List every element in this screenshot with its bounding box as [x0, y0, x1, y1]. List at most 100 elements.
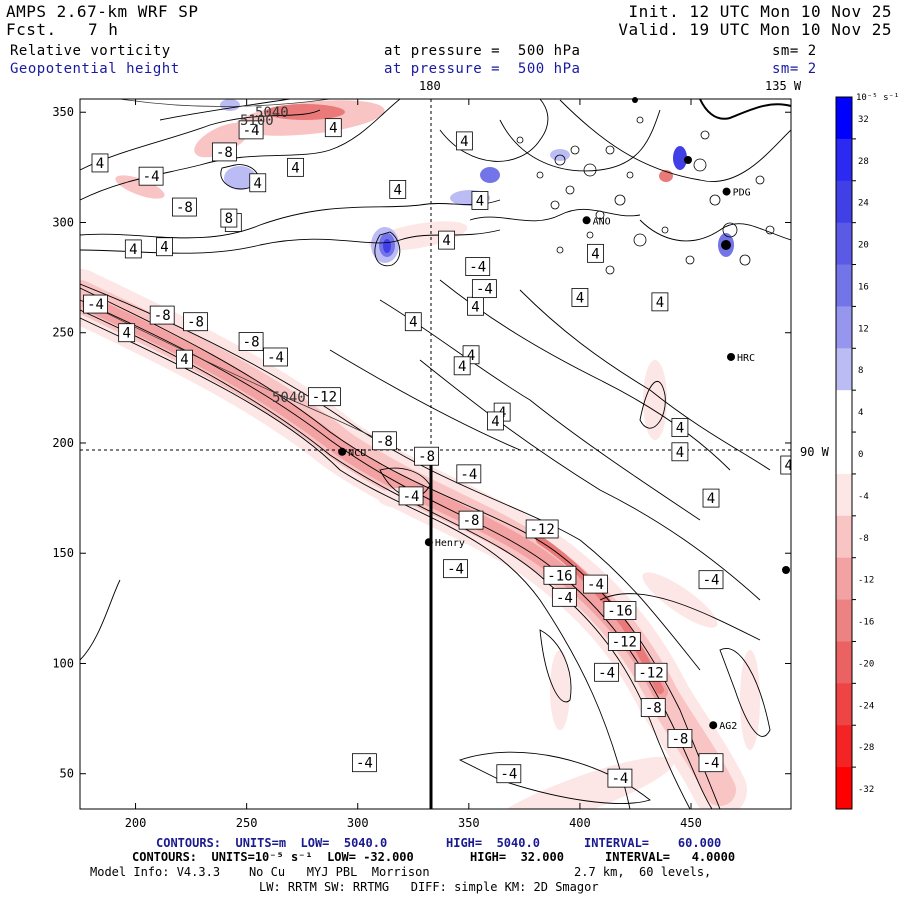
contour-label-text: -4 [267, 350, 284, 366]
station-marker [727, 352, 736, 361]
vorticity-contour-28 [469, 208, 641, 222]
contour-label-box [667, 729, 693, 748]
noise-contour-8 [586, 231, 594, 239]
x-tick-label: 200 [125, 816, 147, 830]
contour-label: 4 [702, 488, 720, 508]
y-tick-label: 250 [52, 326, 74, 340]
contour-label-box [671, 442, 689, 462]
height-contour-top [119, 99, 331, 107]
vorticity-contour-21 [458, 751, 651, 804]
colorbar-segment [836, 348, 852, 391]
contour-label: 4 [671, 418, 689, 437]
contour-label-text: -4 [500, 767, 517, 783]
vorticity-contour-13 [80, 99, 401, 201]
contour-label: -4 [471, 279, 497, 299]
contour-label-box [471, 279, 497, 299]
contour-label-text: -4 [611, 771, 628, 787]
contour-label: 4 [587, 243, 604, 263]
positive-vorticity-blob-ne [480, 167, 500, 183]
station-marker-top [632, 97, 638, 103]
noise-contour-25 [556, 246, 564, 254]
field1-name: Relative vorticity [10, 43, 171, 59]
footer-physics: LW: RRTM SW: RRTMG DIFF: simple KM: 2D S… [259, 880, 599, 894]
vorticity-contour-14 [80, 109, 321, 171]
colorbar-tick-label: -12 [858, 576, 874, 586]
contour-label-box [651, 292, 669, 312]
colorbar-segment [836, 222, 852, 266]
contour-label-box [83, 294, 108, 314]
contour-label-box [458, 510, 484, 530]
vorticity-contour-3 [80, 309, 691, 809]
contour-label-box [308, 387, 341, 407]
contour-label: 4 [467, 296, 484, 316]
colorbar-segment [836, 725, 852, 768]
contour-label: -4 [607, 768, 633, 788]
contour-label-text: -4 [87, 297, 104, 313]
noise-contour-3 [583, 163, 597, 177]
noise-contour-22 [636, 116, 644, 124]
contour-label: -4 [83, 294, 108, 314]
contour-label-box [698, 570, 724, 590]
contour-label-box [487, 411, 504, 431]
station-label: NCU [348, 448, 366, 459]
contour-label-text: 4 [460, 134, 468, 150]
footer-vorticity-contours: CONTOURS: UNITS=10⁻⁵ s⁻¹ LOW= -32.000 [132, 850, 414, 864]
station-label: HRC [737, 353, 755, 364]
init-time: Init. 12 UTC Mon 10 Nov 25 [628, 2, 892, 21]
station-label: PDG [733, 188, 751, 199]
contour-label-text: -8 [243, 335, 260, 351]
longitude-135w-label: 135 W [765, 79, 802, 93]
contour-label: 4 [118, 323, 136, 343]
x-tick-label: 450 [680, 816, 702, 830]
contour-label-text: 4 [467, 348, 475, 364]
footer-resolution: 2.7 km, 60 levels, [574, 865, 712, 879]
height-contour-label: 5100 [240, 113, 274, 129]
contour-label-text: 4 [129, 242, 137, 258]
contour-label: -8 [172, 197, 197, 217]
contour-label-box [603, 601, 637, 620]
longitude-90w-label: 90 W [800, 445, 829, 459]
y-tick-label: 100 [52, 656, 74, 670]
contour-label-box [607, 632, 641, 651]
contour-label-box [324, 118, 342, 138]
vorticity-patch-top-core [265, 104, 345, 120]
field2-name: Geopotential height [10, 61, 180, 77]
noise-contour-19 [536, 171, 544, 179]
colorbar-tick-label: 8 [858, 366, 863, 376]
vorticity-patch-left [194, 122, 250, 158]
noise-contour-12 [709, 194, 721, 206]
contour-label-box [138, 166, 164, 186]
contour-label-box [249, 173, 267, 193]
contour-label-text: 4 [96, 156, 104, 172]
field1-level: at pressure = 500 hPa [384, 43, 581, 59]
contour-label-text: 4 [329, 121, 337, 137]
contour-label-text: -4 [356, 756, 373, 772]
y-tick-label: 150 [52, 546, 74, 560]
vorticity-contour-20 [639, 381, 666, 429]
noise-contour-11 [693, 158, 707, 172]
contour-label-text: -4 [703, 573, 720, 589]
contour-label-text: 4 [409, 315, 417, 331]
contour-label: -4 [456, 464, 482, 484]
colorbar-segment [836, 97, 852, 140]
contour-label-text: 4 [676, 421, 684, 437]
colorbar-frame [835, 96, 853, 810]
station-marker-east [721, 240, 731, 250]
height-contour-label: 5040 [272, 390, 306, 406]
field2-smoothing: sm= 2 [772, 61, 817, 77]
colorbar-segment [836, 264, 852, 307]
contour-label-text: -4 [403, 489, 420, 505]
contour-label-box [587, 243, 604, 263]
contour-label-box [583, 574, 608, 594]
contour-label: 4 [671, 442, 689, 462]
contour-label: 4 [389, 180, 407, 199]
field1-smoothing: sm= 2 [772, 43, 817, 59]
contour-label: -4 [583, 574, 608, 594]
contour-label-text: 4 [160, 240, 168, 256]
contour-label: 4 [91, 153, 109, 173]
noise-contour-18 [550, 200, 560, 210]
contour-label-text: 4 [656, 295, 664, 311]
contour-label: 4 [156, 237, 173, 257]
noise-contour-15 [755, 175, 765, 185]
vorticity-contour-24 [599, 593, 761, 641]
